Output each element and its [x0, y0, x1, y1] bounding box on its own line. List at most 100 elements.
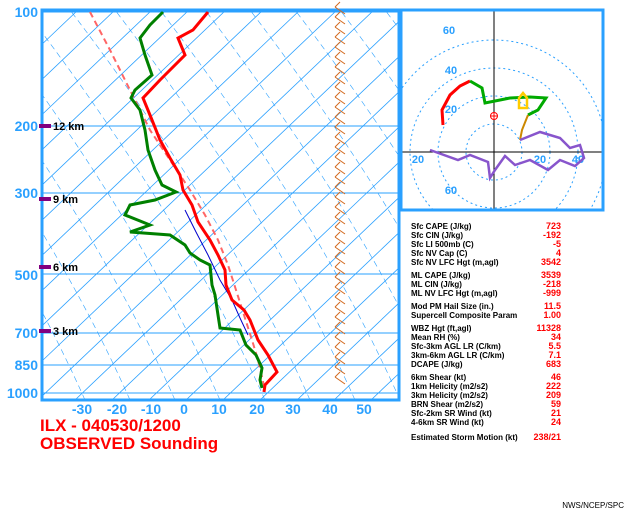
param-label: Estimated Storm Motion (kt) [411, 433, 518, 442]
wind-barb-flag [334, 221, 341, 228]
wind-barb-flag [334, 291, 341, 298]
height-marker-tick [39, 124, 51, 128]
wind-barb-flag [334, 211, 341, 218]
wind-barb-flag [334, 341, 341, 348]
temperature-trace [141, 11, 279, 393]
param-label: 4-6km SR Wind (kt) [411, 418, 484, 427]
hodograph-frame [399, 8, 605, 212]
isotherm-line [296, 302, 399, 400]
pressure-label: 850 [15, 357, 39, 373]
wind-barb [334, 96, 346, 105]
wind-barb-flag [334, 91, 341, 98]
footer-credit: NWS/NCEP/SPC [562, 501, 624, 510]
virtual-temperature-trace [184, 209, 249, 336]
station-time: ILX - 040530/1200 [40, 416, 181, 435]
wind-barb [334, 86, 346, 95]
wind-barb-flag [334, 161, 341, 168]
param-value: 683 [545, 359, 561, 369]
param-label: ML CIN (J/kg) [411, 280, 462, 289]
wind-barb [334, 46, 346, 55]
dry-adiabat [159, 10, 399, 399]
wind-barb [334, 16, 346, 25]
wind-barb-flag [334, 51, 341, 58]
isotherm-line [42, 56, 399, 397]
temperature-label: -10 [141, 401, 161, 417]
param-row: 3km-6km AGL LR (C/km) 7.1 [411, 351, 561, 361]
isotherm-line [148, 161, 399, 400]
param-label: Sfc LI 500mb (C) [411, 240, 474, 249]
storm-motion-row: Estimated Storm Motion (kt) 238/21 [411, 433, 561, 443]
param-label: Supercell Composite Param [411, 311, 518, 320]
param-value: -192 [542, 230, 561, 240]
wind-barb-flag [334, 141, 341, 148]
wind-barb [334, 206, 346, 215]
wind-barb [334, 186, 346, 195]
param-label: Sfc CIN (J/kg) [411, 231, 464, 240]
param-value: 3539 [540, 270, 561, 280]
wind-barb [334, 166, 346, 175]
param-label: Mean RH (%) [411, 333, 460, 342]
hodograph-ring-label: 60 [443, 25, 455, 37]
wind-barb [334, 136, 346, 145]
height-marker-tick [39, 265, 51, 269]
wind-barb [334, 106, 346, 115]
parameter-table: Sfc CAPE (J/kg) 723 Sfc CIN (J/kg) -192 Sfc … [411, 222, 561, 443]
wind-barb-flag [334, 111, 341, 118]
isotherm-line [42, 10, 153, 116]
wind-barb-flag [334, 251, 341, 258]
wind-barb [334, 226, 346, 235]
hodograph-storm-segment [519, 114, 529, 141]
wind-barb [334, 26, 346, 35]
param-label: DCAPE (J/kg) [411, 360, 463, 369]
dry-adiabat [42, 231, 131, 400]
isotherm-line [42, 10, 375, 327]
sounding-caption: ILX - 040530/1200 OBSERVED Sounding [40, 417, 218, 453]
pressure-label: 100 [15, 4, 39, 20]
param-row: Mean RH (%) 34 [411, 333, 561, 343]
height-marker-label: 6 km [53, 262, 78, 274]
wind-barb [334, 326, 346, 335]
param-row: Mod PM Hail Size (in.) 11.5 [411, 301, 561, 312]
wind-barb [334, 336, 346, 345]
isotherm-line [42, 10, 264, 221]
param-row: WBZ Hgt (ft,agl) 11328 [411, 324, 561, 334]
wind-barb [334, 346, 346, 355]
dry-adiabat [114, 10, 356, 400]
wind-barb [334, 216, 346, 225]
wind-barb-flag [334, 1, 341, 8]
hodograph-trace [429, 79, 586, 182]
height-marker-tick [39, 329, 51, 333]
hodograph-ring-label: 20 [445, 104, 457, 116]
hodograph-ring-label: 40 [445, 65, 457, 77]
hodograph-ring-label: 60 [445, 185, 457, 197]
param-label: ML CAPE (J/kg) [411, 271, 471, 280]
wind-barb [334, 246, 346, 255]
wind-barb-flag [334, 231, 341, 238]
param-row: 4-6km SR Wind (kt) 24 [411, 418, 561, 428]
param-row: ML NV LFC Hgt (m,agl) -999 [411, 289, 561, 299]
wind-barb [334, 126, 346, 135]
wind-barb-flag [334, 121, 341, 128]
param-label: BRN Shear (m2/s2) [411, 400, 484, 409]
wind-barb-flag [334, 61, 341, 68]
pressure-label: 300 [15, 185, 39, 201]
param-row: 3km Helicity (m2/s2) 209 [411, 391, 561, 401]
wind-barb-flag [334, 191, 341, 198]
pressure-label: 1000 [7, 385, 38, 401]
param-label: Sfc-2km SR Wind (kt) [411, 409, 492, 418]
isotherm-line [42, 10, 116, 80]
param-row: BRN Shear (m2/s2) 59 [411, 400, 561, 410]
param-value: 11.5 [543, 301, 561, 311]
isotherm-line [111, 126, 399, 400]
skewt-profiles [89, 10, 279, 393]
wind-barb [334, 66, 346, 75]
param-label: 3km-6km AGL LR (C/km) [411, 351, 505, 360]
temperature-label: -20 [107, 401, 127, 417]
wind-barb [334, 56, 346, 65]
param-label: Sfc NV Cap (C) [411, 249, 468, 258]
dry-adiabat [204, 10, 399, 307]
param-label: ML NV LFC Hgt (m,agl) [411, 289, 498, 298]
wind-barb-flag [334, 321, 341, 328]
param-row: ML CAPE (J/kg) 3539 [411, 270, 561, 281]
wind-barb-flag [334, 331, 341, 338]
